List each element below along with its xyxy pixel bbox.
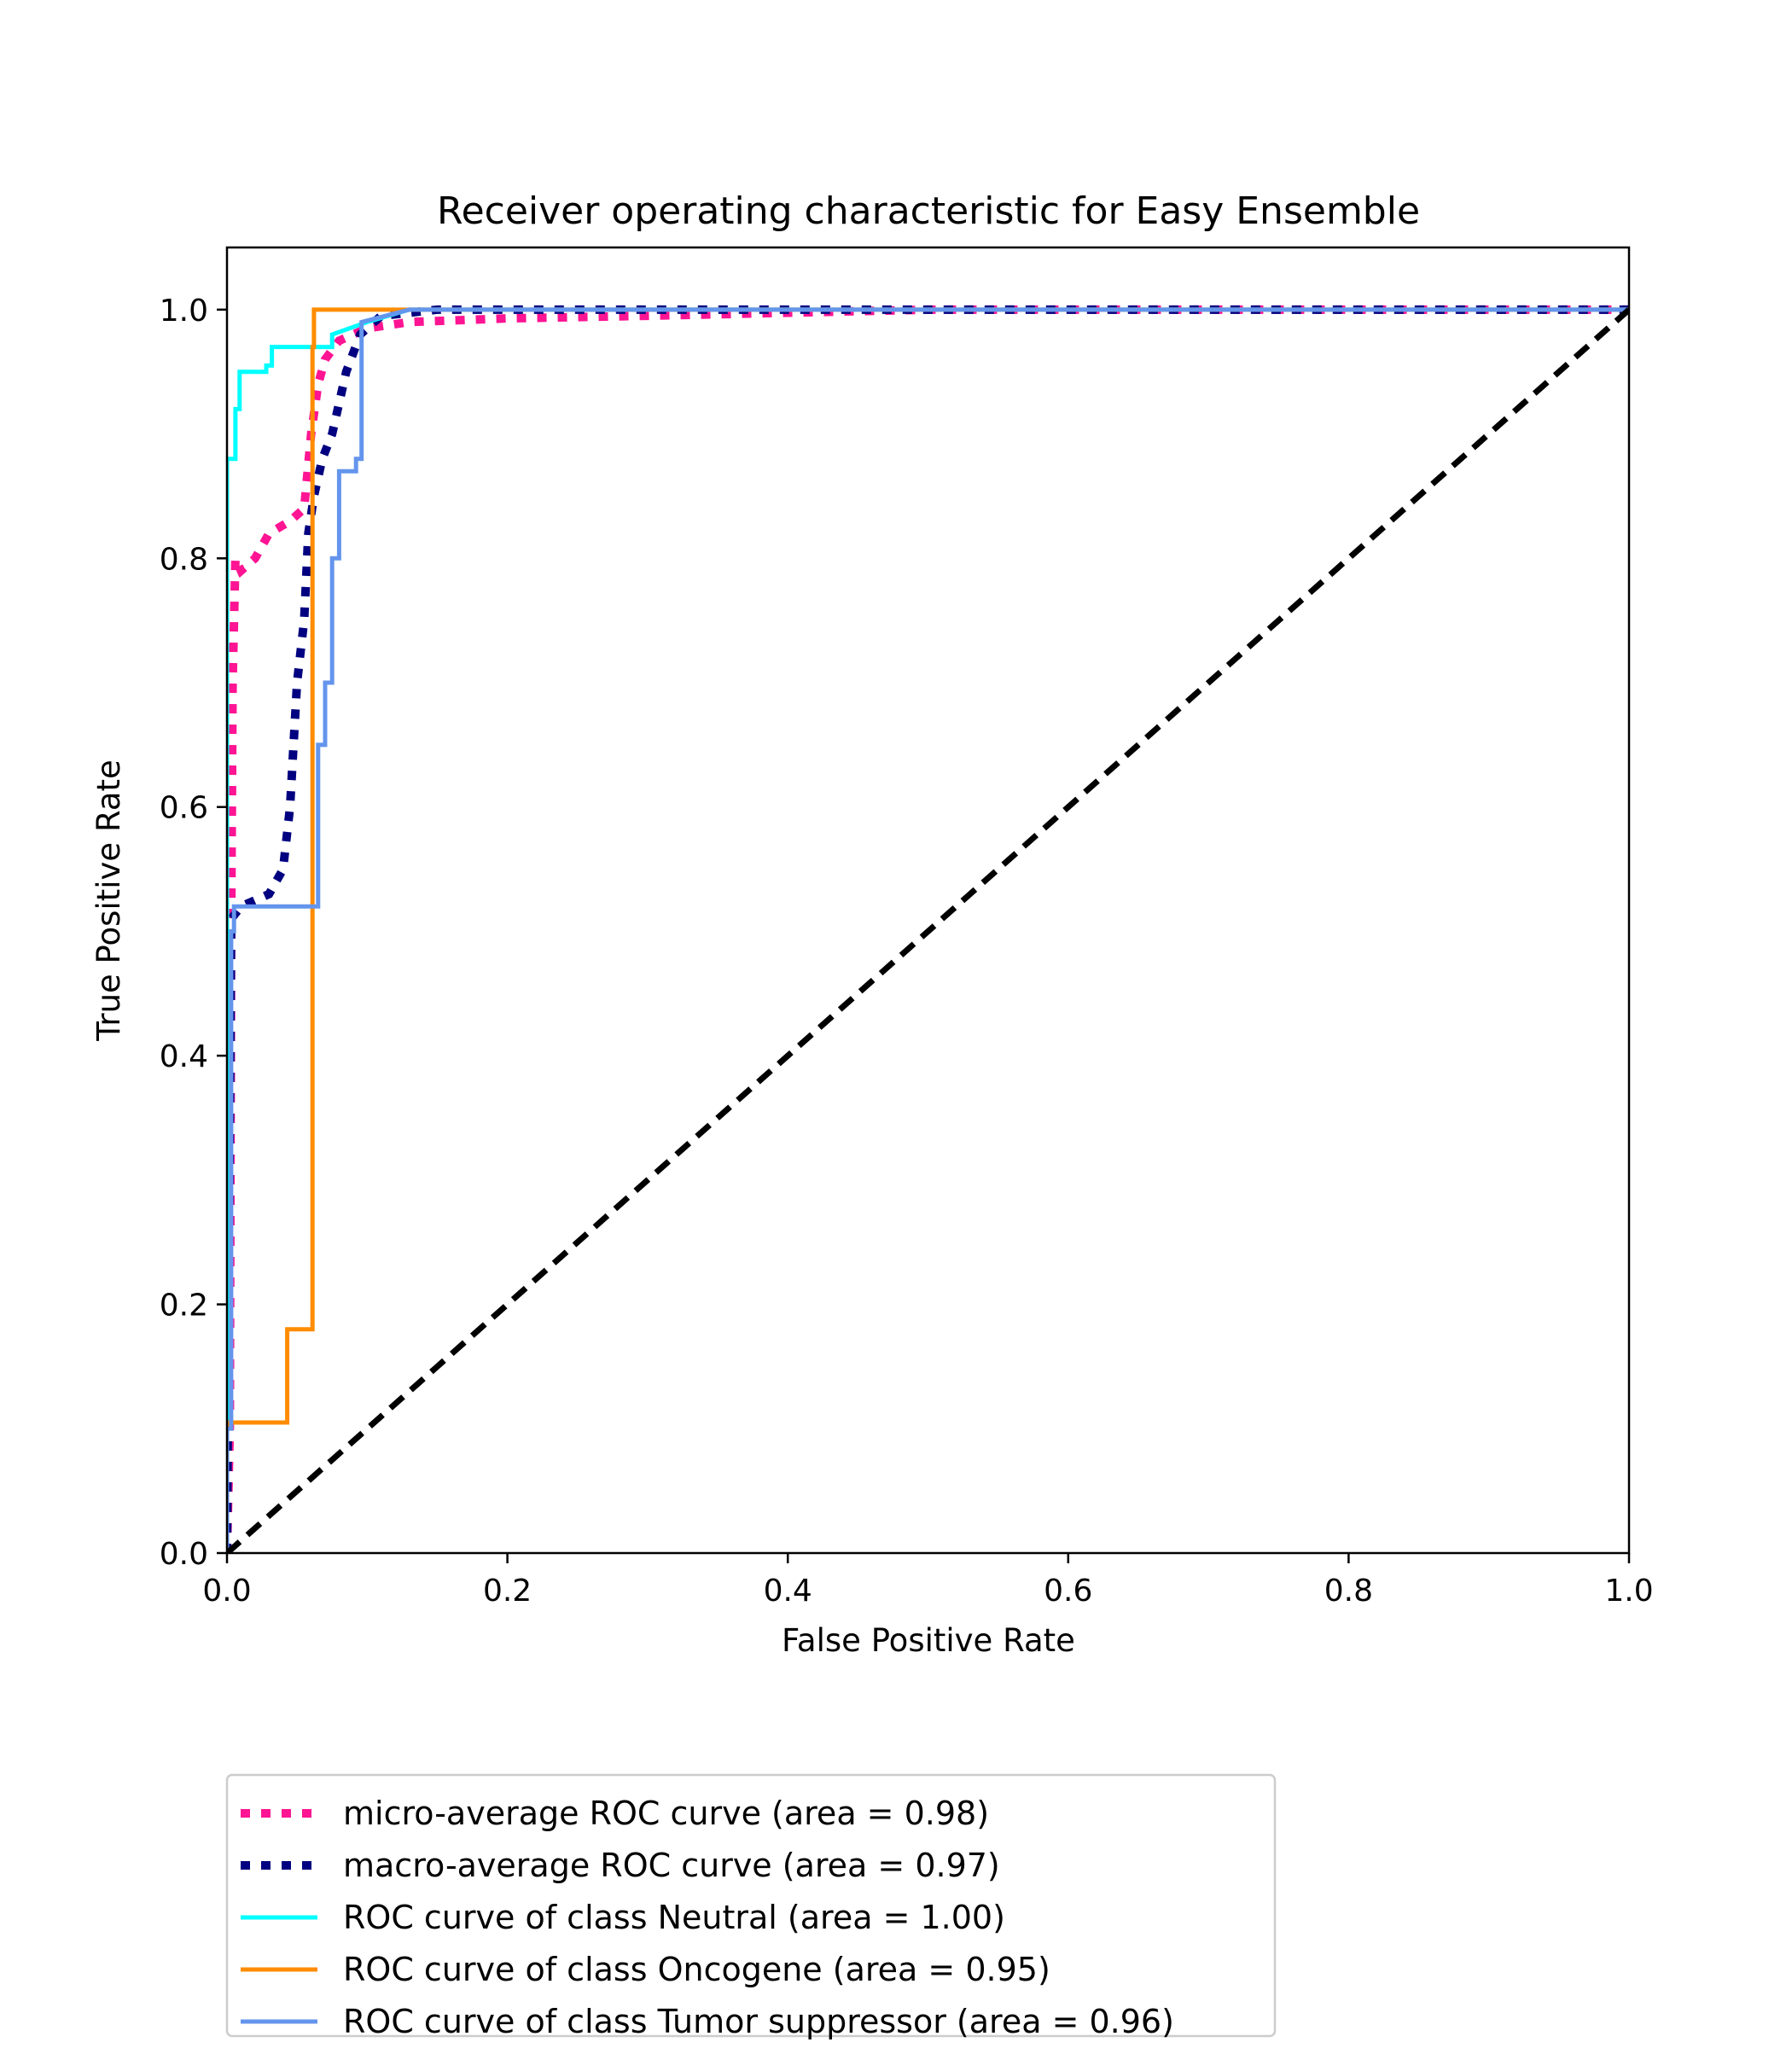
y-tick-label: 0.8 — [160, 542, 208, 577]
x-tick-label: 0.4 — [764, 1574, 812, 1609]
y-tick-label: 0.4 — [160, 1039, 208, 1074]
legend-label: ROC curve of class Neutral (area = 1.00) — [343, 1899, 1005, 1936]
curve-group — [227, 305, 1629, 1553]
x-tick-label: 1.0 — [1604, 1574, 1653, 1609]
x-tick-label: 0.8 — [1324, 1574, 1373, 1609]
x-tick-label: 0.6 — [1044, 1574, 1092, 1609]
x-tick-label: 0.0 — [202, 1574, 251, 1609]
y-tick-label: 0.0 — [160, 1537, 208, 1572]
legend: micro-average ROC curve (area = 0.98) mac… — [225, 1773, 1277, 2040]
series-line-5 — [227, 307, 1629, 1553]
plot-area — [225, 246, 1631, 1555]
legend-frame — [225, 1773, 1277, 2038]
x-axis-label: False Positive Rate — [782, 1622, 1075, 1659]
series-line-3 — [227, 307, 1629, 1553]
legend-label: ROC curve of class Oncogene (area = 0.95… — [343, 1951, 1050, 1988]
y-axis-label: True Positive Rate — [90, 759, 127, 1042]
plot-frame — [225, 246, 1631, 1555]
y-tick-label: 1.0 — [160, 294, 208, 329]
chart-title: Receiver operating characteristic for Ea… — [437, 189, 1420, 233]
series-line-4 — [227, 307, 1629, 1553]
x-tick-label: 0.2 — [483, 1574, 532, 1609]
legend-label: ROC curve of class Tumor suppressor (are… — [343, 2003, 1174, 2040]
legend-label: macro-average ROC curve (area = 0.97) — [343, 1847, 1000, 1884]
y-axis: 0.0 0.2 0.4 0.6 0.8 1.0 — [160, 294, 227, 1572]
series-line-6 — [227, 307, 1629, 1553]
x-axis: 0.0 0.2 0.4 0.6 0.8 1.0 — [202, 1553, 1654, 1609]
y-tick-label: 0.2 — [160, 1289, 208, 1324]
legend-entries: micro-average ROC curve (area = 0.98) mac… — [241, 1795, 1174, 2040]
legend-label: micro-average ROC curve (area = 0.98) — [343, 1795, 989, 1832]
y-tick-label: 0.6 — [160, 791, 208, 826]
